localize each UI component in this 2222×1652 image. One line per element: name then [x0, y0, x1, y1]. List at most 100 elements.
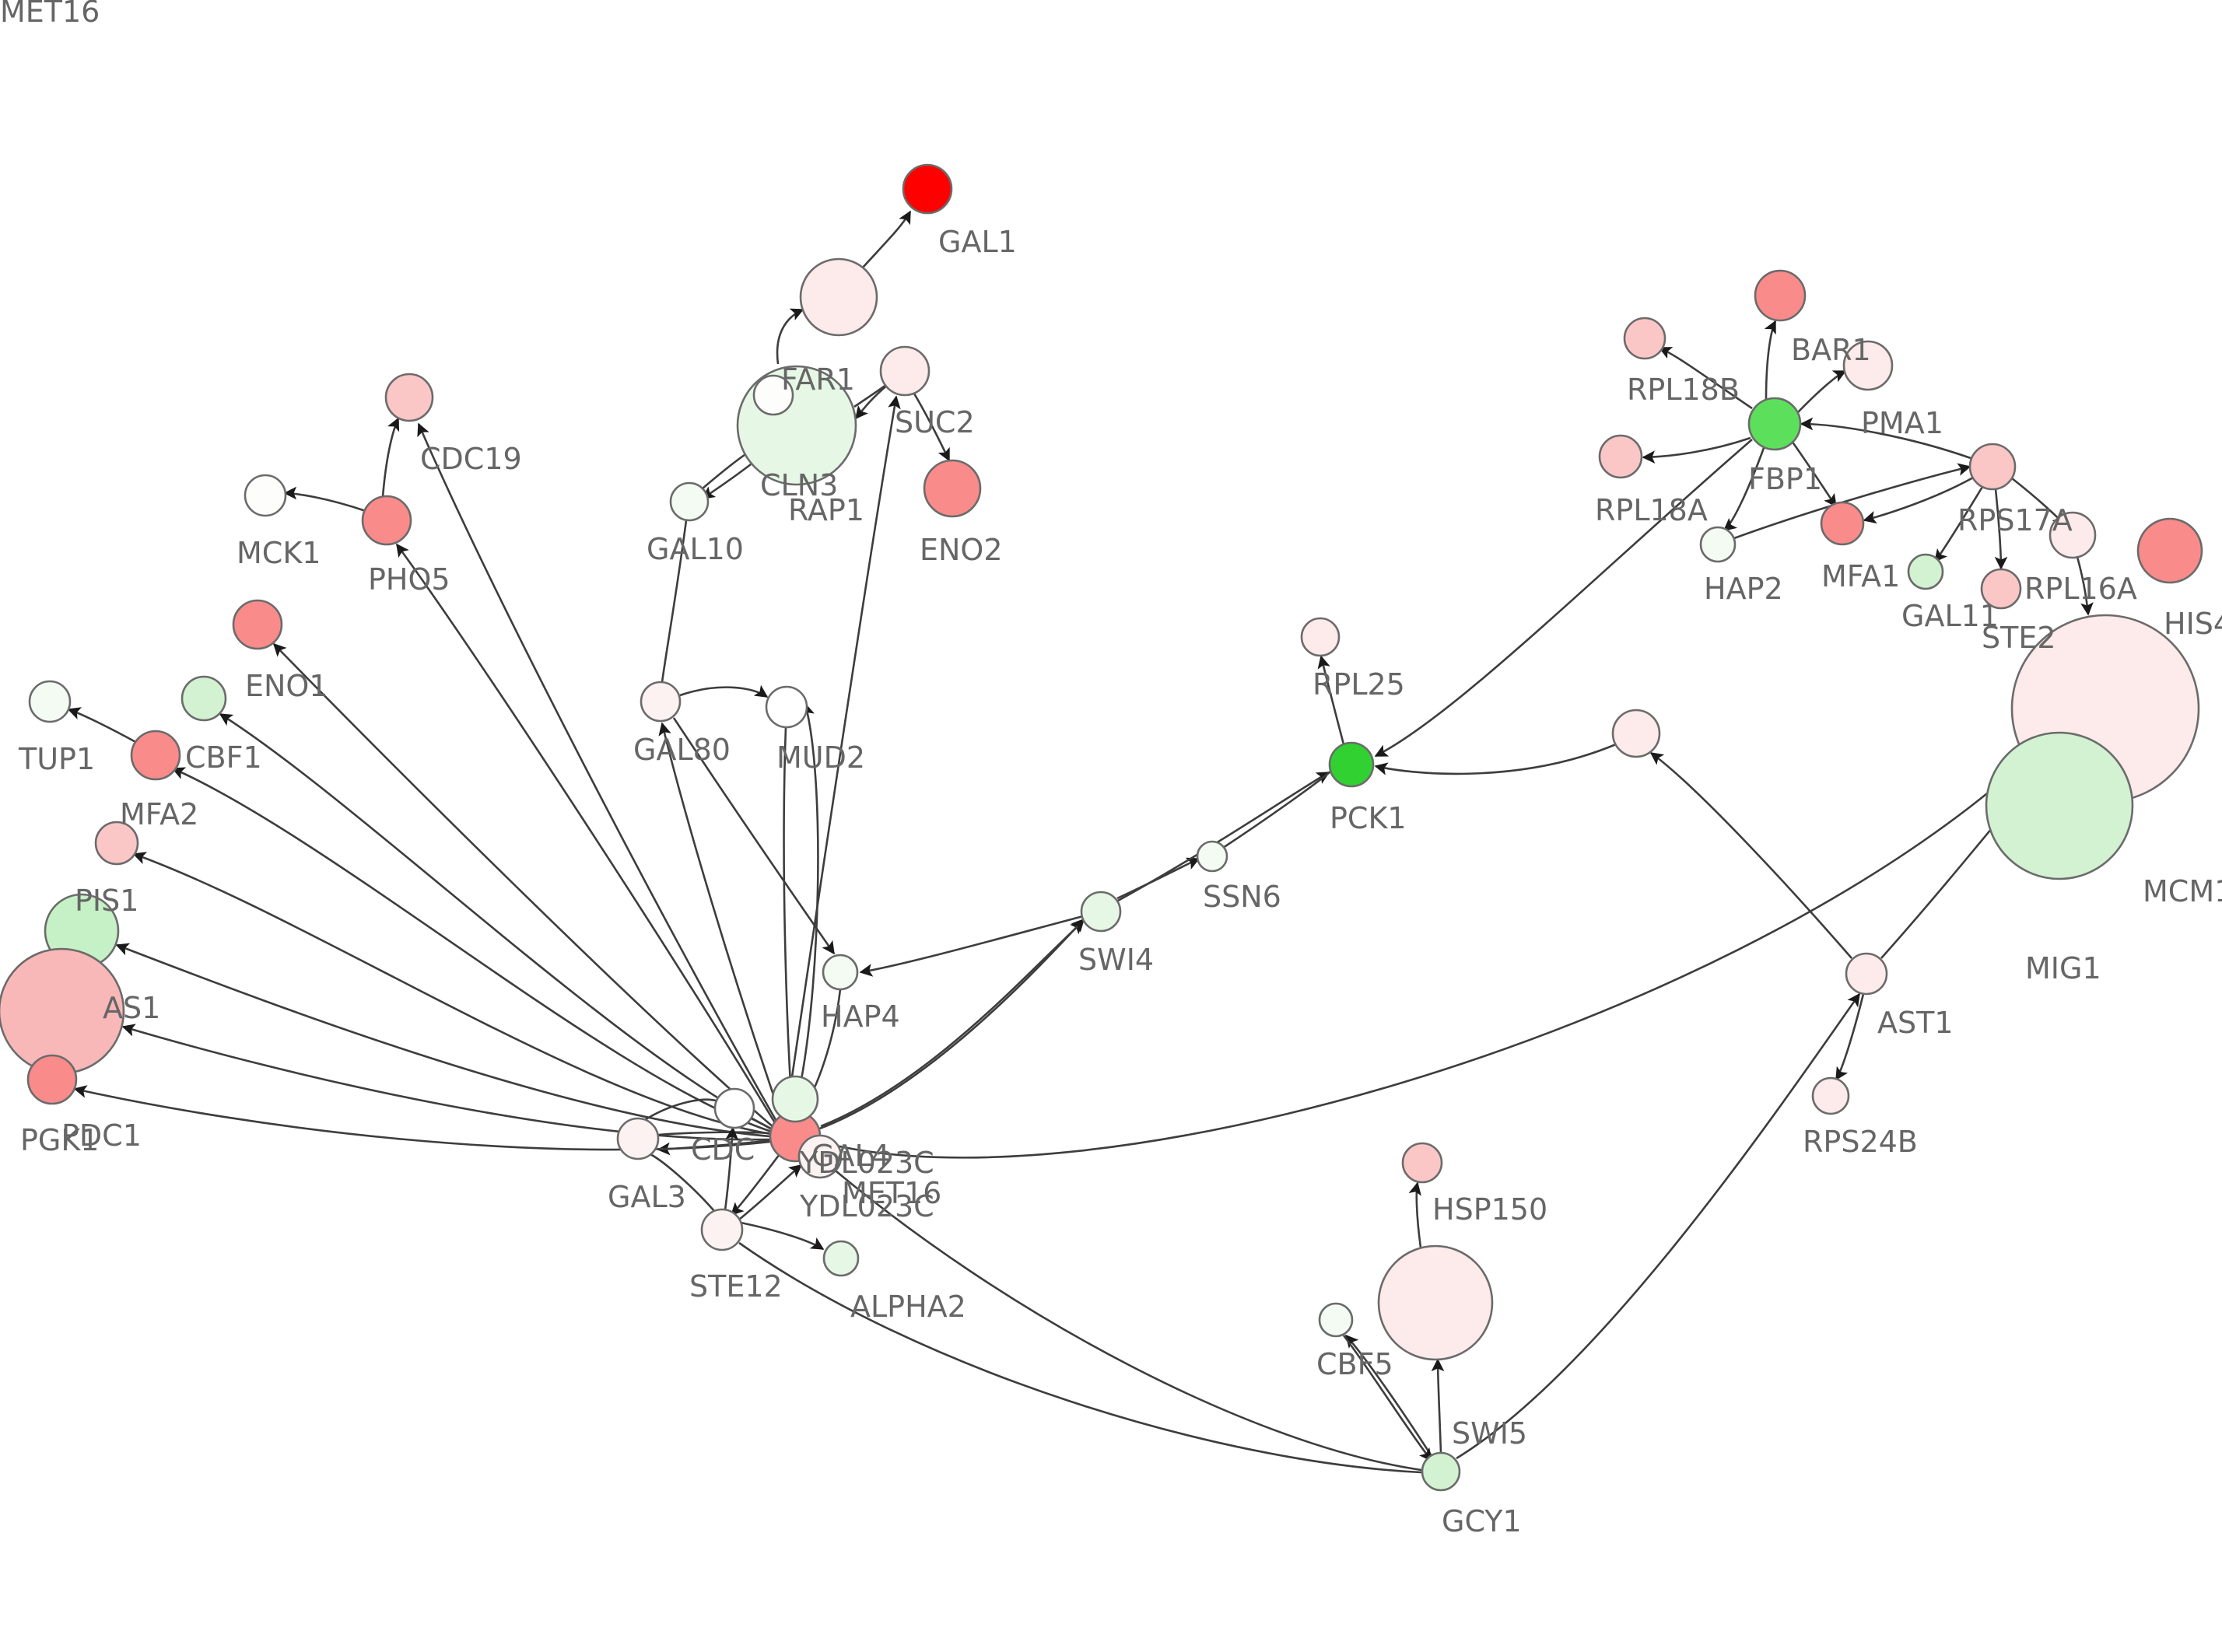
edge-gal4-to-pho5 [395, 543, 778, 1126]
node-gal1[interactable] [902, 163, 953, 215]
node-topgreen[interactable] [771, 1075, 819, 1123]
node-pgk1[interactable] [26, 1054, 78, 1105]
node-tup1[interactable] [28, 680, 72, 723]
node-gal10[interactable] [669, 481, 710, 522]
extra-label-ydl023c-label: YDL023C [799, 1146, 934, 1180]
node-label-alpha2: ALPHA2 [850, 1290, 966, 1324]
node-cdc19[interactable] [384, 373, 434, 422]
node-mfa1[interactable] [1820, 501, 1865, 546]
node-rpl16a[interactable] [2049, 511, 2097, 559]
edge-rpl25b-to-pck1 [1374, 743, 1617, 775]
edge-mud2-to-gal4 [783, 726, 794, 1111]
node-pis1[interactable] [94, 821, 139, 866]
node-ste2[interactable] [1980, 568, 2022, 610]
edge-gal80-to-hap4 [672, 717, 836, 955]
edge-fbp1-to-pma1 [1797, 369, 1847, 413]
edge-fbp1-to-bar1 [1764, 320, 1777, 400]
node-label-gcy1: GCY1 [1442, 1504, 1522, 1538]
edge-gal4-to-eno1 [272, 642, 775, 1129]
edge-fbp1-to-pck1 [1374, 439, 1753, 758]
node-label-rpl18b: RPL18B [1627, 373, 1740, 407]
edge-gcy1-to-swi5 [1431, 1358, 1445, 1454]
edge-gal4-to-gal80 [658, 722, 782, 1116]
node-gal11[interactable] [1907, 553, 1944, 590]
node-hap2[interactable] [1699, 526, 1737, 563]
node-his4[interactable] [2136, 517, 2203, 584]
node-pma1[interactable] [1842, 340, 1894, 391]
node-label-hsp150: HSP150 [1432, 1192, 1547, 1227]
node-pho5[interactable] [361, 495, 412, 546]
node-ast1[interactable] [1845, 952, 1888, 996]
node-label-cbf5: CBF5 [1316, 1347, 1393, 1381]
edge-ste12-to-alpha2 [740, 1221, 825, 1251]
node-gal80[interactable] [640, 681, 682, 723]
node-far1[interactable] [799, 257, 878, 337]
edge-gal10-to-gal80 [661, 520, 688, 683]
node-label-pis1: PIS1 [75, 884, 138, 918]
edge-gal4-to-mcm1 [819, 769, 2016, 1159]
node-label-ste2: STE2 [1982, 621, 2056, 655]
node-swi5[interactable] [1377, 1244, 1494, 1361]
node-label-cdc19: CDC19 [420, 442, 522, 476]
node-cbf5[interactable] [1318, 1302, 1354, 1338]
edge-swi4-to-ssn6 [1116, 857, 1200, 900]
node-cbf1[interactable] [180, 675, 227, 722]
edge-swi4-to-hap4 [859, 915, 1084, 977]
edge-rps17a-to-fbp1 [1800, 417, 1971, 460]
node-label-rpl16a: RPL16A [2024, 572, 2137, 606]
node-rap1[interactable] [752, 374, 794, 416]
edge-gal3-to-cdc [643, 1098, 717, 1122]
node-mig1[interactable] [1985, 731, 2134, 880]
node-label-hap2: HAP2 [1704, 572, 1783, 606]
node-label-eno2: ENO2 [920, 533, 1003, 567]
node-gal3[interactable] [616, 1117, 660, 1160]
node-rps24b[interactable] [1811, 1076, 1850, 1115]
node-label-his4: HIS4 [2164, 607, 2222, 641]
node-gcy1[interactable] [1421, 1451, 1461, 1492]
node-ssn6[interactable] [1196, 840, 1228, 873]
node-mud2[interactable] [765, 685, 808, 729]
edge-mfa2-to-tup1 [67, 707, 139, 745]
node-label-pdc1: PDC1 [61, 1118, 142, 1153]
edge-pho5-to-cdc19 [381, 417, 400, 498]
node-eno2[interactable] [923, 459, 982, 518]
edge-gal4-to-as1 [115, 943, 771, 1138]
edge-suc2-to-eno2 [913, 393, 951, 462]
edge-gal4-to-cdc19 [417, 422, 780, 1125]
node-ste12[interactable] [700, 1208, 744, 1251]
node-mfa2[interactable] [130, 730, 181, 781]
node-rps17a[interactable] [1968, 443, 2017, 491]
edge-rps17a-to-ste2 [1994, 488, 2008, 570]
node-pck1[interactable] [1328, 741, 1375, 788]
edge-gal4-to-pdc1 [121, 1024, 771, 1141]
node-cdc[interactable] [713, 1087, 755, 1129]
edge-fbp1-to-hap2 [1723, 447, 1765, 531]
node-label-gal3: GAL3 [608, 1180, 686, 1214]
edge-ast1-to-rpl25b [1649, 751, 1852, 959]
node-alpha2[interactable] [822, 1240, 860, 1277]
node-swi4[interactable] [1080, 891, 1122, 933]
node-mck1[interactable] [244, 474, 287, 517]
node-suc2[interactable] [879, 345, 931, 397]
node-rpl25[interactable] [1300, 617, 1341, 657]
node-layer [0, 163, 2203, 1492]
node-rpl18a[interactable] [1598, 434, 1643, 479]
node-label-bar1: BAR1 [1791, 333, 1871, 367]
node-ydl023c[interactable] [797, 1134, 843, 1179]
node-rpl25b[interactable] [1611, 709, 1661, 758]
node-hsp150[interactable] [1401, 1142, 1443, 1184]
edge-pck1-to-rpl25 [1317, 655, 1345, 745]
edge-rps17a-to-mfa1 [1863, 475, 1975, 524]
node-label-pma1: PMA1 [1861, 406, 1943, 440]
node-eno1[interactable] [232, 599, 283, 650]
node-bar1[interactable] [1754, 269, 1807, 322]
node-fbp1[interactable] [1747, 397, 1802, 451]
node-hap4[interactable] [822, 954, 859, 991]
node-label-hap4: HAP4 [821, 999, 900, 1034]
node-label-swi5: SWI5 [1452, 1416, 1527, 1451]
node-label-swi4: SWI4 [1078, 943, 1154, 977]
node-rpl18b[interactable] [1623, 317, 1666, 360]
